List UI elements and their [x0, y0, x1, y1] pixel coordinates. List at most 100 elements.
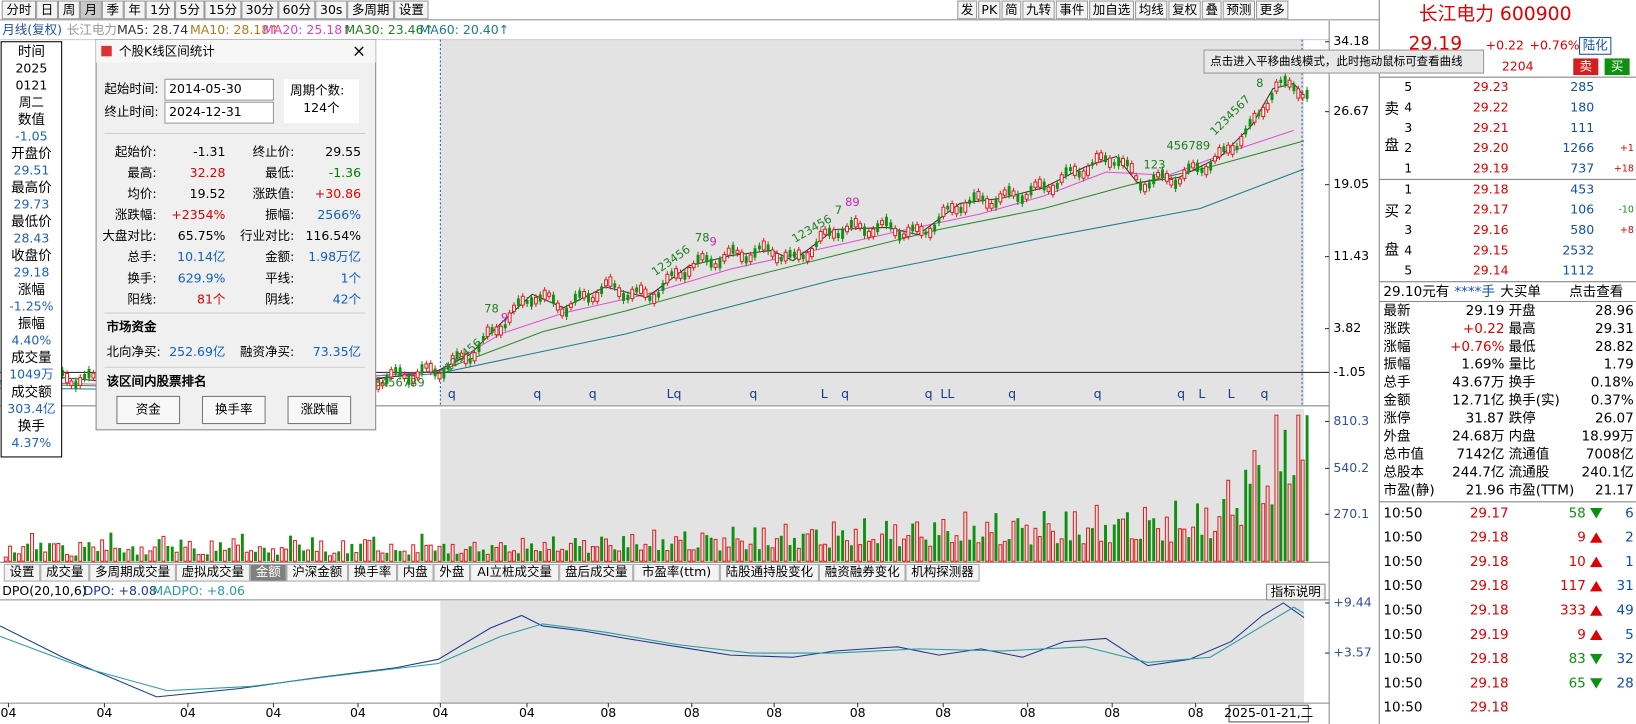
period-label[interactable]: 30s — [320, 2, 342, 17]
tool-label[interactable]: 更多 — [1260, 2, 1285, 17]
indicator-tab[interactable] — [249, 563, 287, 582]
rank-button[interactable] — [201, 395, 266, 425]
period-label[interactable]: 15分 — [209, 2, 237, 17]
tool-label[interactable]: 均线 — [1139, 2, 1165, 17]
tab-label[interactable]: 多周期成交量 — [95, 564, 170, 579]
tool-button[interactable] — [1256, 0, 1289, 20]
tab-label[interactable]: 设置 — [10, 564, 35, 579]
period-button[interactable] — [101, 0, 124, 20]
tab-label[interactable]: 机构探测器 — [911, 564, 974, 579]
tab-label[interactable]: 虚拟成交量 — [182, 564, 245, 579]
tool-button[interactable] — [1089, 0, 1134, 20]
period-label[interactable]: 30分 — [246, 2, 274, 17]
period-button[interactable] — [175, 0, 205, 20]
tool-label[interactable]: 预测 — [1226, 2, 1251, 17]
buy-button-label[interactable]: 买 — [1611, 58, 1624, 73]
period-label[interactable]: 60分 — [283, 2, 311, 17]
rank-button-label[interactable]: 资金 — [136, 401, 162, 416]
start-date-combo[interactable] — [164, 78, 274, 101]
period-label[interactable]: 设置 — [399, 2, 424, 17]
period-label[interactable]: 季 — [107, 2, 120, 17]
tool-button[interactable] — [1055, 0, 1089, 20]
buy-button[interactable] — [1604, 58, 1630, 76]
end-date[interactable]: 2024-12-31 — [169, 104, 242, 119]
tool-button[interactable] — [1001, 0, 1022, 20]
period-label[interactable]: 日 — [41, 2, 54, 17]
period-label[interactable]: 月 — [85, 2, 98, 17]
tool-label[interactable]: 加自选 — [1093, 2, 1131, 17]
tool-label[interactable]: 发 — [961, 2, 974, 17]
tool-label[interactable]: 九转 — [1026, 2, 1051, 17]
tab-label[interactable]: 换手率 — [354, 564, 392, 579]
indicator-tab[interactable] — [719, 563, 819, 582]
tab-label[interactable]: 沪深金额 — [292, 564, 343, 579]
volume-bar-decor — [267, 552, 271, 562]
tool-button[interactable] — [978, 0, 1001, 20]
tab-label[interactable]: 内盘 — [403, 564, 428, 579]
tool-button[interactable] — [1022, 0, 1055, 20]
indicator-tab[interactable] — [470, 563, 560, 582]
tool-button[interactable] — [1222, 0, 1256, 20]
candle-body-decor — [770, 249, 775, 257]
tool-label[interactable]: 复权 — [1172, 2, 1198, 17]
tab-label[interactable]: 外盘 — [439, 564, 464, 579]
tab-label[interactable]: 陆股通持股变化 — [726, 564, 814, 579]
tool-label[interactable]: 叠 — [1205, 2, 1218, 17]
period-label[interactable]: 分时 — [6, 2, 32, 17]
period-button[interactable] — [315, 0, 348, 20]
period-label[interactable]: 5分 — [180, 2, 200, 17]
tool-label[interactable]: 简 — [1005, 2, 1018, 17]
indicator-tab[interactable] — [397, 563, 434, 582]
tab-label[interactable]: 盘后成交量 — [565, 564, 628, 579]
tool-button[interactable] — [1135, 0, 1168, 20]
tool-label[interactable]: PK — [981, 2, 998, 17]
indicator-tab[interactable] — [175, 563, 250, 582]
help-button[interactable] — [1266, 583, 1326, 601]
period-button[interactable] — [79, 0, 102, 20]
help-label[interactable]: 指标说明 — [1271, 584, 1321, 599]
tab-label[interactable]: 融资融券变化 — [825, 564, 901, 579]
period-label[interactable]: 年 — [128, 2, 141, 17]
tab-label[interactable]: 成交量 — [46, 564, 84, 579]
period-button[interactable] — [1, 0, 37, 20]
rank-button[interactable] — [116, 395, 181, 425]
sell-button-label[interactable]: 卖 — [1580, 58, 1593, 73]
period-button[interactable] — [145, 0, 176, 20]
period-label[interactable]: 周 — [63, 2, 76, 17]
period-button[interactable] — [394, 0, 429, 20]
sell-button[interactable] — [1573, 58, 1599, 76]
indicator-tab[interactable] — [633, 563, 720, 582]
start-date[interactable]: 2014-05-30 — [169, 81, 242, 96]
indicator-tab[interactable] — [905, 563, 980, 582]
indicator-tab[interactable] — [89, 563, 176, 582]
indicator-tab[interactable] — [433, 563, 471, 582]
rank-button-label[interactable]: 涨跌幅 — [301, 401, 339, 416]
indicator-tab[interactable] — [286, 563, 349, 582]
period-label[interactable]: 多周期 — [352, 2, 390, 17]
rank-button[interactable] — [287, 395, 352, 425]
period-button[interactable] — [123, 0, 146, 20]
tab-label[interactable]: 金额 — [256, 564, 282, 579]
tool-label[interactable]: 事件 — [1059, 2, 1084, 17]
indicator-tab[interactable] — [348, 563, 398, 582]
close-button[interactable]: × — [352, 42, 366, 61]
indicator-tab[interactable] — [818, 563, 906, 582]
period-button[interactable] — [36, 0, 59, 20]
period-button[interactable] — [278, 0, 316, 20]
period-button[interactable] — [204, 0, 242, 20]
rank-button-label[interactable]: 换手率 — [215, 401, 253, 416]
indicator-tab[interactable] — [40, 563, 90, 582]
end-date-combo[interactable] — [164, 101, 274, 124]
period-label[interactable]: 1分 — [150, 2, 170, 17]
period-button[interactable] — [241, 0, 279, 20]
tool-button[interactable] — [957, 0, 978, 20]
indicator-tab[interactable] — [3, 563, 41, 582]
big-order-text[interactable]: 点击查看 — [1569, 284, 1623, 300]
tab-label[interactable]: 市盈率(ttm) — [642, 564, 711, 579]
tool-button[interactable] — [1201, 0, 1222, 20]
period-button[interactable] — [347, 0, 395, 20]
tab-label[interactable]: AI立桩成交量 — [477, 564, 552, 579]
tool-button[interactable] — [1168, 0, 1201, 20]
period-button[interactable] — [58, 0, 80, 20]
indicator-tab[interactable] — [559, 563, 634, 582]
